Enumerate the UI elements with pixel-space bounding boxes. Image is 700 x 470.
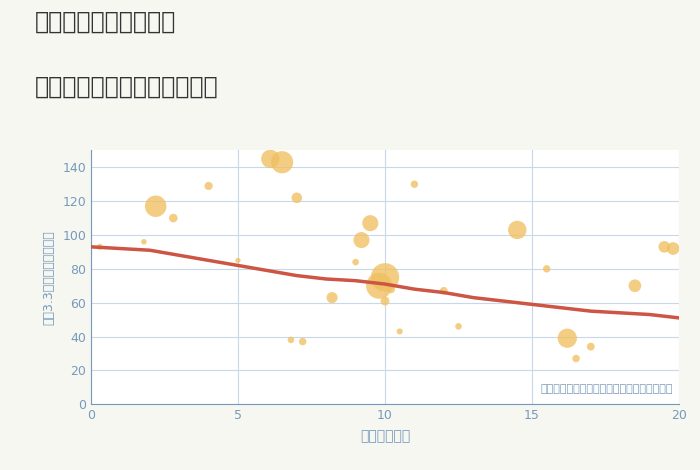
Point	[379, 297, 391, 305]
Point	[150, 203, 161, 210]
Point	[365, 219, 376, 227]
Point	[385, 285, 396, 293]
Point	[659, 243, 670, 251]
Point	[326, 294, 337, 301]
Point	[356, 236, 367, 244]
Point	[438, 287, 449, 295]
Y-axis label: 坪（3.3㎡）単価（万円）: 坪（3.3㎡）単価（万円）	[42, 230, 55, 325]
Point	[668, 245, 679, 252]
Text: 円の大きさは、取引のあった物件面積を示す: 円の大きさは、取引のあった物件面積を示す	[540, 384, 673, 394]
Point	[350, 258, 361, 266]
Point	[139, 238, 150, 245]
Text: 駅距離別中古マンション価格: 駅距離別中古マンション価格	[35, 75, 218, 99]
Point	[297, 338, 308, 345]
Point	[265, 155, 276, 163]
Point	[291, 194, 302, 202]
X-axis label: 駅距離（分）: 駅距離（分）	[360, 429, 410, 443]
Point	[168, 214, 179, 222]
Point	[374, 282, 385, 290]
Point	[512, 226, 523, 234]
Point	[203, 182, 214, 190]
Point	[409, 180, 420, 188]
Point	[94, 243, 106, 251]
Point	[629, 282, 641, 290]
Point	[453, 322, 464, 330]
Point	[394, 328, 405, 335]
Point	[570, 355, 582, 362]
Point	[379, 274, 391, 281]
Point	[276, 158, 288, 166]
Point	[286, 336, 297, 344]
Text: 奈良県奈良市石木町の: 奈良県奈良市石木町の	[35, 9, 176, 33]
Point	[561, 335, 573, 342]
Point	[232, 257, 244, 264]
Point	[585, 343, 596, 351]
Point	[541, 265, 552, 273]
